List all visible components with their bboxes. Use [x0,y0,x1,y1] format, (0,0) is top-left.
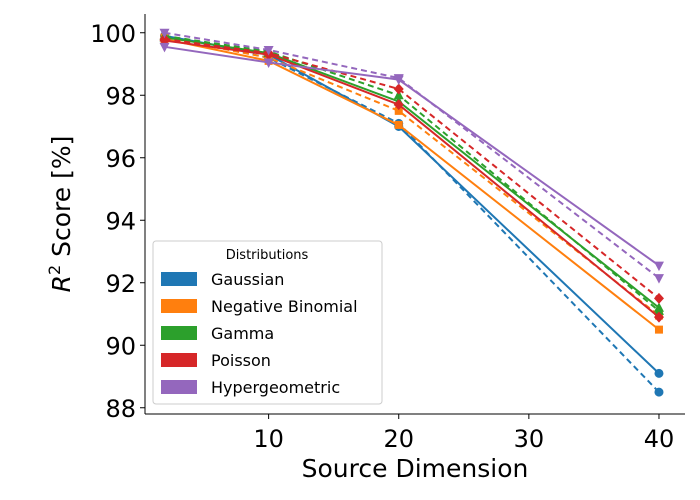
legend-swatch-hypergeometric [161,380,197,394]
y-axis-label-sup: 2 [45,265,64,275]
data-point-hypergeometric-solid [653,261,664,272]
x-tick-label: 30 [514,425,545,453]
legend-swatch-negative-binomial [161,299,197,313]
data-point-poisson-solid [393,99,404,111]
series-line-hypergeometric-solid [164,45,660,267]
series-line-negative-binomial-solid [164,38,660,331]
y-tick-label: 92 [105,270,136,298]
x-tick-label: 10 [253,425,284,453]
series-line-poisson-solid [164,39,660,318]
legend-title: Distributions [226,248,309,263]
data-point-negative-binomial-dashed [394,106,403,115]
data-point-poisson-solid [653,311,664,323]
data-point-negative-binomial-solid [394,120,403,129]
legend-label-gamma: Gamma [211,324,274,343]
y-tick-label: 100 [90,20,136,48]
data-point-hypergeometric-dashed [159,28,170,39]
y-axis-label: R2 Score [%] [45,136,76,293]
data-point-gaussian-dashed [654,387,664,397]
data-point-hypergeometric-dashed [263,45,274,56]
y-tick-label: 94 [105,207,136,235]
y-axis-label-main: R [47,275,76,292]
data-point-hypergeometric-solid [159,42,170,53]
legend-swatch-gaussian [161,272,197,286]
legend-label-negative-binomial: Negative Binomial [211,297,358,316]
y-ticks: 88 90 92 94 96 98 100 [90,20,145,423]
data-point-hypergeometric-solid [393,75,404,86]
x-ticks: 10 20 30 40 [253,414,674,453]
legend-swatch-poisson [161,353,197,367]
y-tick-label: 98 [105,82,136,110]
x-axis-label: Source Dimension [302,454,529,483]
legend-label-poisson: Poisson [211,351,271,370]
legend-items: Gaussian Negative Binomial Gamma Poisson Hyp… [161,270,358,397]
legend-label-gaussian: Gaussian [211,270,284,289]
y-axis-label-rest: Score [%] [47,136,76,265]
data-point-poisson-dashed [653,292,664,304]
y-tick-label: 96 [105,145,136,173]
axes: 10 20 30 40 88 90 92 94 96 98 100 [90,14,685,453]
legend-swatch-gamma [161,326,197,340]
data-point-gamma-solid [653,302,664,312]
x-tick-label: 40 [644,425,675,453]
data-point-negative-binomial-solid [654,325,663,334]
y-tick-label: 88 [105,395,136,423]
data-point-poisson-dashed [393,83,404,95]
series-line-gamma-dashed [164,34,660,312]
y-tick-label: 90 [105,332,136,360]
series-line-hypergeometric-dashed [164,31,660,279]
series-hypergeometric [159,28,664,284]
data-point-hypergeometric-solid [263,58,274,68]
legend-label-hypergeometric: Hypergeometric [211,378,340,397]
legend-box [152,240,383,405]
plot-area [159,28,664,397]
x-tick-label: 20 [383,425,414,453]
data-point-gaussian-solid [654,368,664,378]
data-point-hypergeometric-dashed [653,274,664,284]
